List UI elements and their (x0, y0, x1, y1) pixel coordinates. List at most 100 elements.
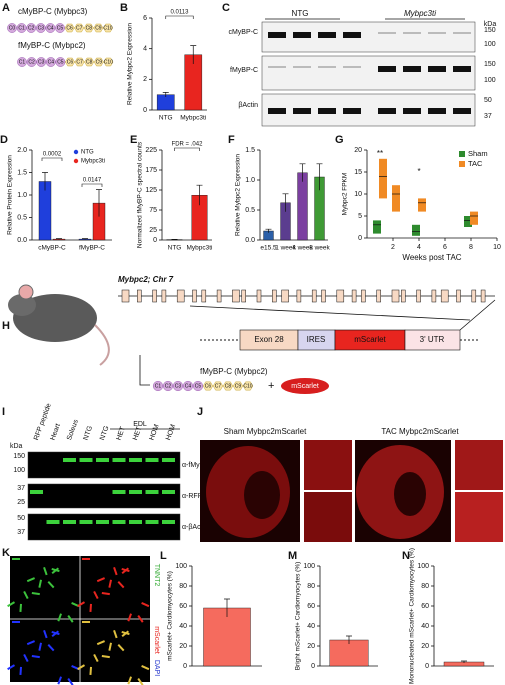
band (46, 520, 60, 524)
cell (47, 580, 55, 589)
cell (137, 614, 144, 623)
gene-label: Mybpc2; Chr 7 (118, 275, 174, 284)
mouse-ear (18, 284, 34, 300)
error-bar (162, 92, 169, 97)
kda-marker: 25 (17, 499, 25, 506)
annotation: 0.0113 (171, 10, 190, 16)
antibody-label: α-βActin (182, 524, 208, 531)
x-tick-label: e15.5 (260, 245, 277, 252)
construct-label: mScarlet (354, 335, 386, 344)
band (145, 458, 159, 462)
domain (35, 23, 46, 33)
y-tick-label: 60 (179, 603, 187, 610)
micrograph-zoom (304, 492, 352, 542)
reporter-label: mScarlet (291, 383, 319, 390)
protein-label: fMyBP-C (230, 67, 258, 74)
y-tick-label: 20 (307, 643, 315, 650)
error-bar (316, 163, 323, 191)
panel-letter: L (160, 550, 167, 562)
significance-bracket (165, 15, 194, 19)
domain (93, 23, 104, 33)
group-label: EDL (133, 421, 147, 428)
x-tick-label: 1 week (275, 245, 296, 252)
domain-label: C3 (38, 25, 45, 31)
x-tick-label: 6 (443, 244, 447, 251)
exon (416, 289, 421, 303)
band (453, 32, 471, 34)
band (378, 108, 396, 114)
legend-label: Mybpc3ti (81, 159, 105, 165)
cell (127, 676, 133, 685)
exon (440, 289, 449, 303)
cell (93, 591, 99, 600)
cell (127, 613, 132, 622)
cell (141, 602, 150, 608)
error-bar (42, 172, 48, 191)
cell (43, 629, 48, 639)
y-tick-label: 2 (143, 76, 147, 83)
band (343, 108, 361, 114)
domain (36, 57, 47, 67)
exon (361, 289, 366, 303)
domain-label: C1 (19, 59, 26, 65)
band (268, 66, 286, 68)
utr-box (404, 329, 461, 351)
kda-marker: 150 (13, 453, 25, 460)
y-tick-label: 1.5 (17, 169, 27, 176)
domain (192, 380, 204, 392)
cells (7, 558, 150, 685)
exon (480, 289, 486, 303)
lane-label: Soleus (66, 418, 80, 441)
domain-label: C5 (57, 59, 64, 65)
cell (117, 643, 125, 652)
kda-marker: 37 (17, 529, 25, 536)
cell (31, 592, 40, 596)
y-tick-label: 25 (149, 227, 157, 234)
cell (141, 664, 150, 671)
exon (121, 289, 130, 303)
cell (57, 676, 63, 685)
y-axis-label: Mybpc2 FPKM (342, 173, 349, 216)
domain-label: C8 (86, 59, 93, 65)
domain (84, 57, 95, 67)
lane-label: HET (132, 425, 144, 441)
cell (67, 678, 74, 685)
domain-label: C6 (67, 59, 74, 65)
domain-label: C6 (66, 25, 73, 31)
exon (311, 289, 317, 303)
annotation: 0.0002 (43, 152, 62, 158)
construct-label: 3' UTR (420, 335, 445, 344)
protein-label: cMyBP-C (Mybpc3) (18, 7, 88, 16)
domain (212, 381, 224, 391)
band (63, 520, 76, 524)
y-tick-label: 10 (354, 191, 362, 198)
band (378, 66, 396, 72)
error-bar (82, 238, 88, 240)
significance-bracket (81, 183, 103, 187)
y-tick-label: 0 (425, 663, 429, 670)
cell (108, 642, 113, 651)
annotation: * (417, 167, 420, 176)
band (112, 490, 126, 494)
box (470, 211, 478, 225)
cell (23, 591, 29, 600)
y-tick-label: 20 (179, 643, 187, 650)
unit-label: kDa (10, 443, 23, 450)
band (453, 108, 471, 114)
domain-label: C0 (9, 25, 16, 31)
band (293, 32, 311, 38)
band (129, 490, 142, 494)
cell (26, 640, 35, 646)
panel-letter: D (0, 134, 8, 146)
domain (83, 23, 94, 33)
domain-label: C8 (86, 25, 93, 31)
panel-letter: H (2, 320, 10, 332)
x-tick-label: 2 (391, 244, 395, 251)
band (428, 66, 446, 72)
exon (272, 289, 277, 303)
legend-label: NTG (81, 150, 94, 156)
exon (431, 289, 437, 303)
y-axis-label: Relative Mybpc2 Expression (235, 154, 242, 236)
x-tick-label: NTG (159, 115, 173, 122)
significance-bracket (41, 157, 63, 161)
